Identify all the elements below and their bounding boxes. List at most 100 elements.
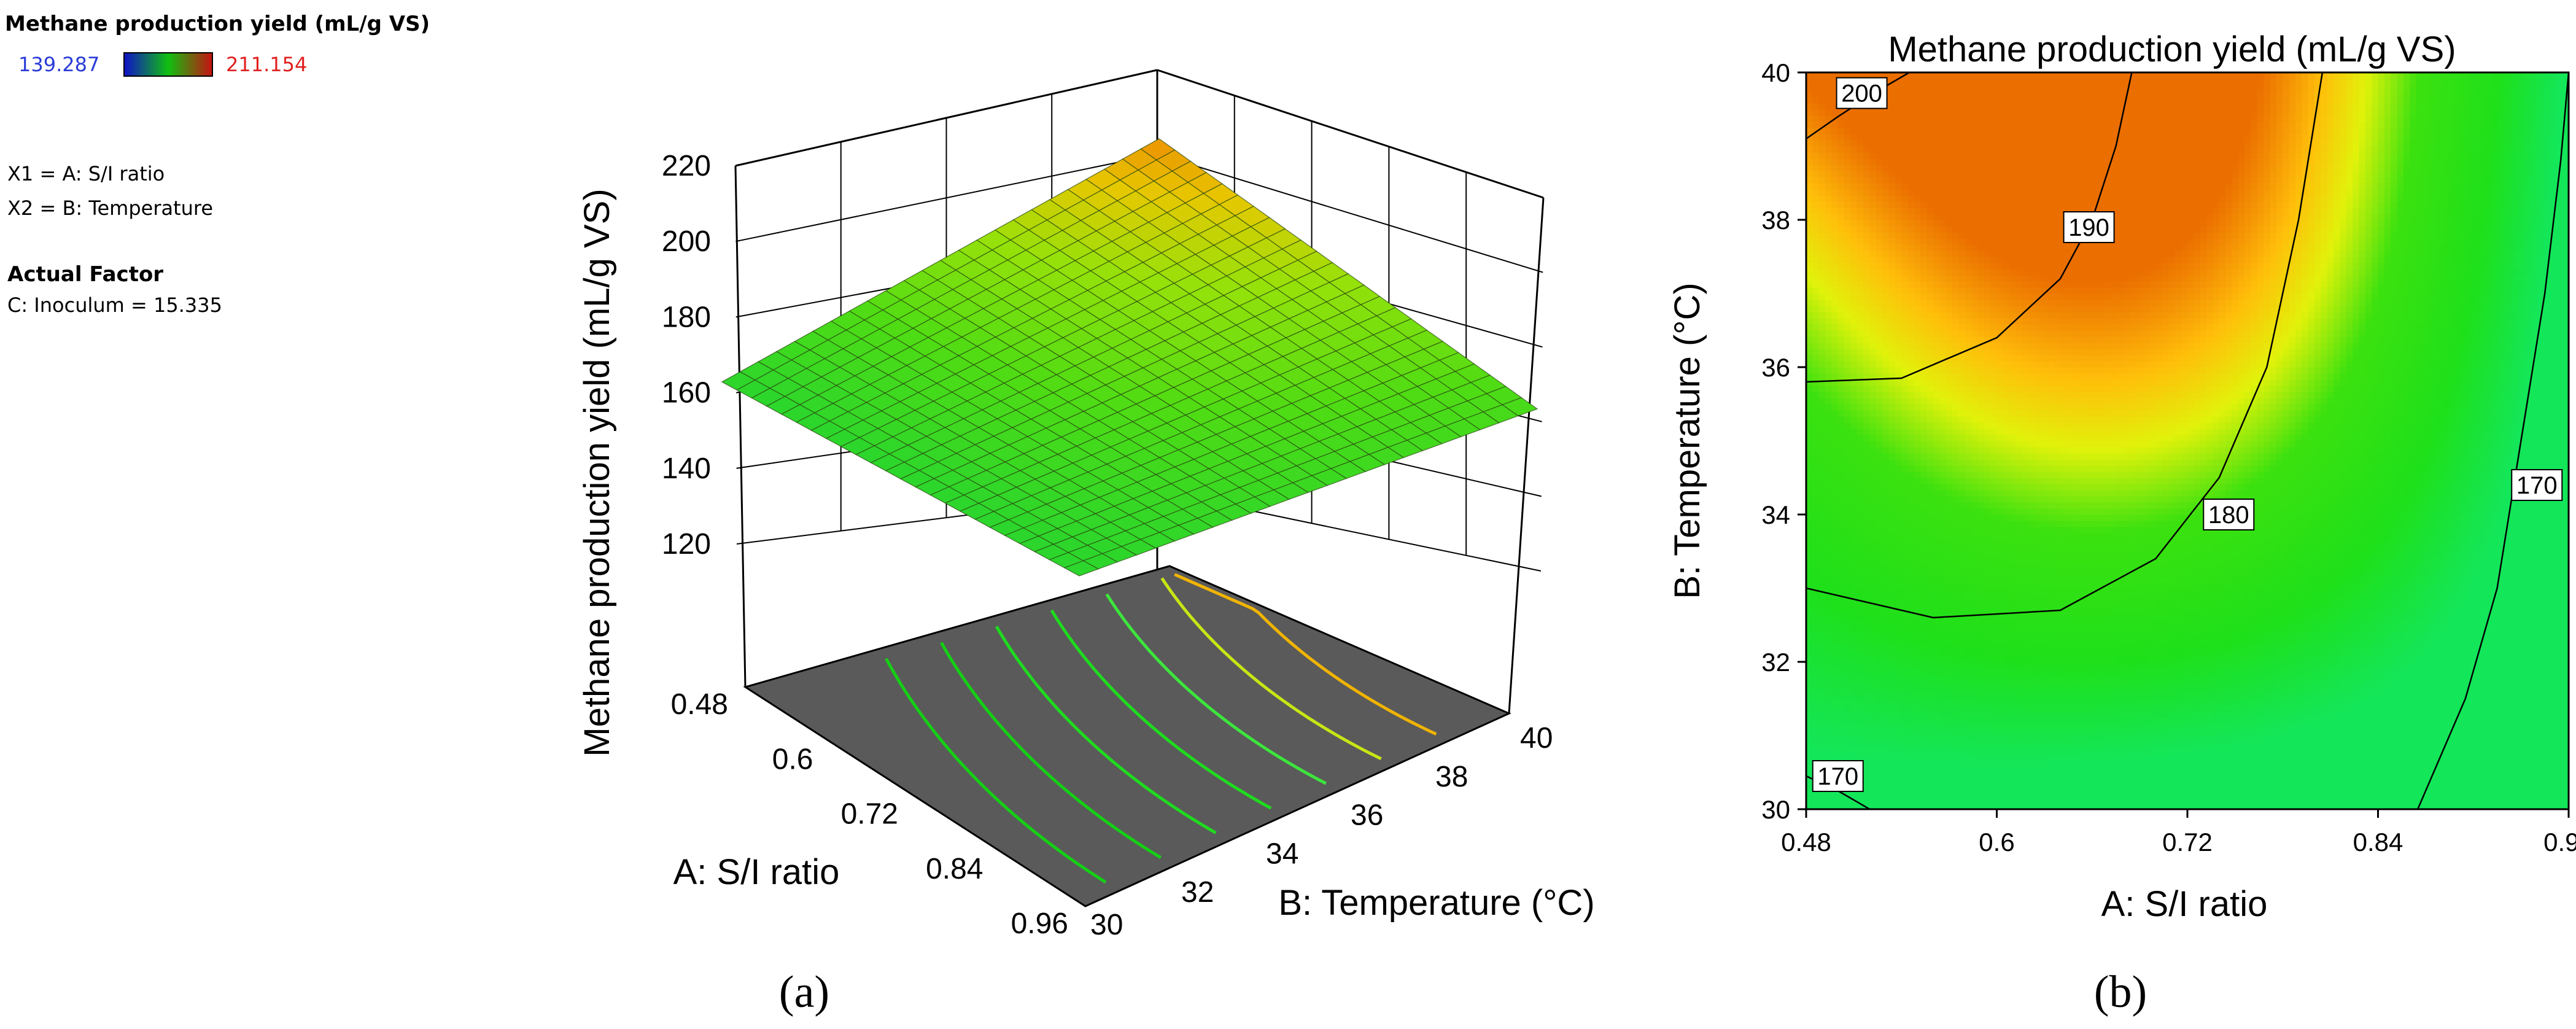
contour-cell <box>1914 232 1921 239</box>
contour-cell <box>1907 122 1915 128</box>
contour-cell <box>1882 441 1890 448</box>
contour-cell <box>2035 754 2042 761</box>
contour-cell <box>1818 545 1826 552</box>
contour-cell <box>1971 208 1979 214</box>
contour-cell <box>1914 214 1921 220</box>
contour-cell <box>1914 306 1921 313</box>
contour-cell <box>1990 220 1998 227</box>
contour-cell <box>1882 293 1890 300</box>
contour-cell <box>1996 545 2004 552</box>
contour-cell <box>2009 729 2017 736</box>
contour-cell <box>1984 238 1991 245</box>
contour-cell <box>1806 594 1813 601</box>
contour-cell <box>1926 318 1934 325</box>
contour-cell <box>1876 373 1883 380</box>
contour-cell <box>1869 674 1877 681</box>
contour-cell <box>1946 766 1953 773</box>
contour-cell <box>1856 336 1864 343</box>
contour-cell <box>1926 459 1934 466</box>
contour-cell <box>1971 330 1979 337</box>
contour-cell <box>1882 508 1890 515</box>
contour-cell <box>1825 533 1832 540</box>
contour-cell <box>1901 85 1909 91</box>
contour-cell <box>1920 226 1928 233</box>
contour-cell <box>1984 625 1991 632</box>
contour-cell <box>1818 551 1826 558</box>
contour-cell <box>1869 441 1877 448</box>
contour-cell <box>1812 134 1820 141</box>
contour-cell <box>1958 306 1966 313</box>
contour-cell <box>1901 539 1909 546</box>
contour-cell <box>1831 803 1839 809</box>
contour-cell <box>1990 429 1998 435</box>
contour-cell <box>1958 594 1966 601</box>
contour-cell <box>1971 545 1979 552</box>
contour-cell <box>1901 232 1909 239</box>
contour-cell <box>1831 97 1839 104</box>
contour-cell <box>1869 545 1877 552</box>
contour-cell <box>1818 312 1826 319</box>
contour-cell <box>1901 349 1909 355</box>
contour-cell <box>1806 404 1813 411</box>
contour-cell <box>1996 441 2004 448</box>
contour-cell <box>2028 146 2036 153</box>
contour-cell <box>1869 668 1877 675</box>
contour-cell <box>2022 281 2029 288</box>
contour-cell <box>1926 250 1934 257</box>
contour-cell <box>1920 416 1928 423</box>
contour-cell <box>2015 306 2023 313</box>
contour-cell <box>1958 766 1966 773</box>
contour-cell <box>1806 275 1813 282</box>
contour-cell <box>1895 625 1902 632</box>
contour-cell <box>1977 490 1985 497</box>
contour-cell <box>2015 79 2023 85</box>
contour-cell <box>1831 564 1839 570</box>
contour-cell <box>1882 527 1890 534</box>
contour-cell <box>1914 404 1921 411</box>
contour-cell <box>1984 134 1991 141</box>
contour-cell <box>1856 404 1864 411</box>
contour-cell <box>1831 392 1839 398</box>
contour-cell <box>1952 791 1959 798</box>
contour-cell <box>1965 754 1972 761</box>
contour-cell <box>1952 607 1959 613</box>
contour-cell <box>1946 803 1953 809</box>
contour-cell <box>1939 72 1947 79</box>
contour-cell <box>1965 686 1972 693</box>
contour-cell <box>1914 195 1921 202</box>
contour-cell <box>1844 570 1852 577</box>
contour-cell <box>1933 527 1940 534</box>
contour-cell <box>1882 189 1890 196</box>
contour-cell <box>1844 686 1852 693</box>
contour-cell <box>1958 465 1966 472</box>
contour-cell <box>1984 220 1991 227</box>
contour-cell <box>1907 607 1915 613</box>
contour-cell <box>1850 711 1858 718</box>
contour-cell <box>1965 386 1972 392</box>
z-tick-label: 160 <box>662 377 711 410</box>
contour-cell <box>1882 478 1890 484</box>
contour-cell <box>2028 343 2036 349</box>
contour-cell <box>1888 134 1896 141</box>
contour-cell <box>1806 373 1813 380</box>
contour-cell <box>1806 514 1813 521</box>
contour-cell <box>1876 631 1883 638</box>
contour-cell <box>1990 674 1998 681</box>
contour-cell <box>1914 330 1921 337</box>
contour-cell <box>1869 785 1877 791</box>
contour-cell <box>1863 392 1871 398</box>
contour-cell <box>1888 293 1896 300</box>
contour-cell <box>1825 183 1832 190</box>
contour-cell <box>1850 201 1858 208</box>
contour-cell <box>2022 441 2029 448</box>
contour-cell <box>1958 257 1966 263</box>
contour-cell <box>2015 140 2023 147</box>
contour-cell <box>2009 177 2017 184</box>
contour-cell <box>1907 349 1915 355</box>
contour-cell <box>1952 588 1959 595</box>
contour-cell <box>1812 115 1820 122</box>
contour-cell <box>1971 656 1979 662</box>
contour-cell <box>1882 588 1890 595</box>
contour-cell <box>1926 447 1934 454</box>
contour-cell <box>1895 797 1902 804</box>
